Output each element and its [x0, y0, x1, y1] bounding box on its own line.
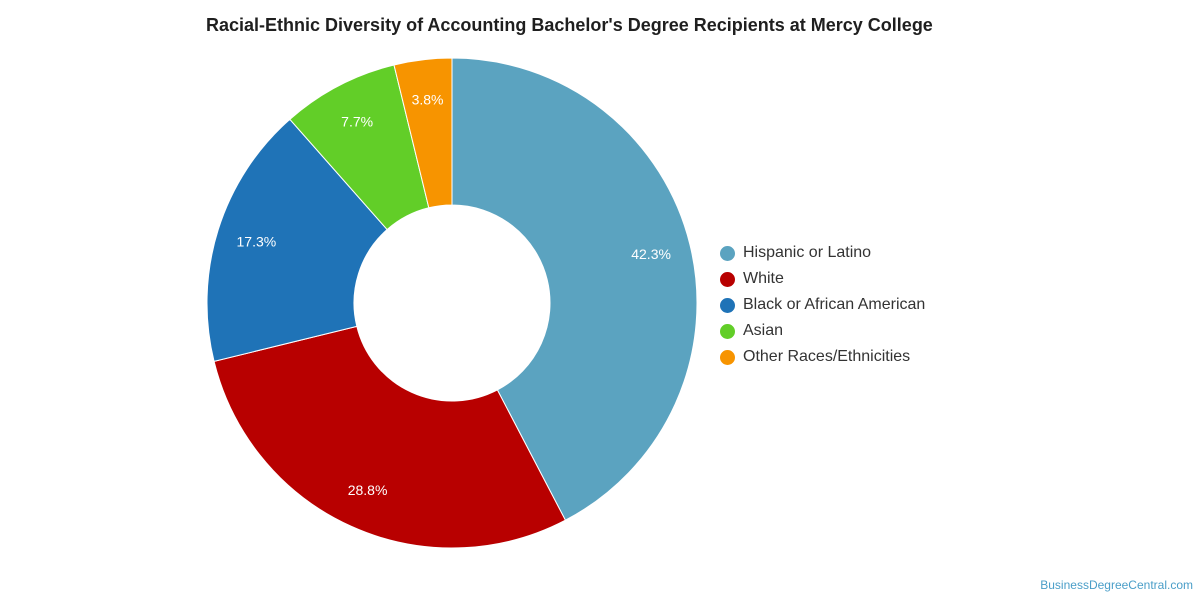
legend-label: Asian — [743, 322, 784, 339]
slice-label: 7.7% — [341, 113, 373, 129]
slice-label: 3.8% — [412, 91, 444, 107]
legend-item[interactable]: Other Races/Ethnicities — [720, 344, 925, 370]
legend-label: Other Races/Ethnicities — [743, 348, 911, 365]
legend-swatch-icon — [720, 245, 735, 261]
legend-swatch-icon — [720, 323, 735, 339]
legend-swatch-icon — [720, 271, 735, 287]
legend-item[interactable]: Hispanic or Latino — [720, 240, 925, 266]
legend-item[interactable]: Black or African American — [720, 292, 925, 318]
legend-label: White — [743, 270, 784, 287]
slice-white[interactable] — [213, 325, 567, 549]
slices-group — [206, 57, 698, 549]
legend: Hispanic or Latino White Black or African … — [720, 240, 925, 370]
slice-label: 28.8% — [348, 482, 388, 498]
watermark: BusinessDegreeCentral.com — [1040, 578, 1193, 592]
chart-title: Racial-Ethnic Diversity of Accounting Ba… — [206, 15, 933, 35]
legend-item[interactable]: Asian — [720, 318, 925, 344]
slice-labels-group: 42.3% 28.8% 17.3% 7.7% 3.8% — [237, 91, 671, 497]
legend-swatch-icon — [720, 297, 735, 313]
legend-label: Hispanic or Latino — [743, 244, 872, 261]
legend-item[interactable]: White — [720, 266, 925, 292]
legend-label: Black or African American — [743, 296, 926, 313]
slice-hispanic-or-latino[interactable] — [451, 57, 698, 521]
slice-black-or-african-american[interactable] — [206, 118, 388, 362]
slice-label: 17.3% — [237, 234, 277, 250]
slice-label: 42.3% — [631, 246, 671, 262]
legend-swatch-icon — [720, 349, 735, 365]
slice-other-races-ethnicities[interactable] — [393, 57, 453, 209]
